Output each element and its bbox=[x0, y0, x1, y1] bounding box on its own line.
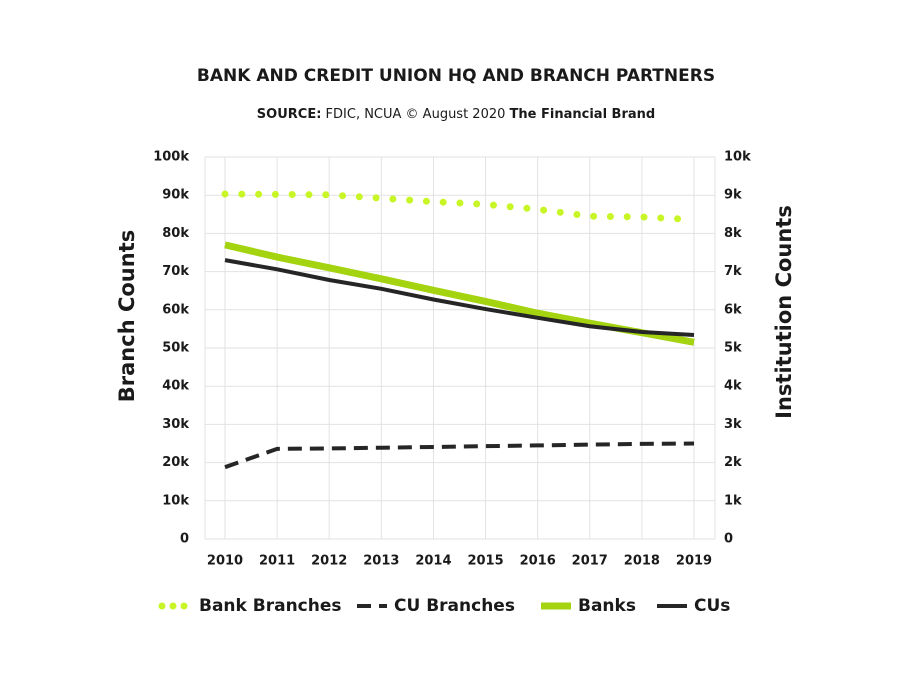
series-line bbox=[224, 241, 695, 346]
x-tick-label: 2018 bbox=[624, 554, 660, 569]
x-tick-label: 2013 bbox=[363, 554, 399, 569]
y2-tick-label: 1k bbox=[724, 493, 742, 508]
y-tick-label: 40k bbox=[162, 379, 189, 394]
y2-tick-label: 6k bbox=[724, 302, 742, 317]
y-tick-label: 90k bbox=[162, 188, 189, 203]
series-line bbox=[221, 190, 698, 224]
source-label: SOURCE: bbox=[257, 107, 322, 122]
x-tick-label: 2014 bbox=[415, 554, 451, 569]
legend-label: Banks bbox=[578, 596, 636, 616]
y2-tick-label: 3k bbox=[724, 417, 742, 432]
legend-label: CU Branches bbox=[394, 596, 515, 616]
y-tick-label: 10k bbox=[162, 493, 189, 508]
x-tick-label: 2019 bbox=[676, 554, 712, 569]
y-tick-label: 20k bbox=[162, 455, 189, 470]
y2-tick-label: 5k bbox=[724, 341, 742, 356]
y-tick-label: 60k bbox=[162, 302, 189, 317]
y2-tick-label: 7k bbox=[724, 264, 742, 279]
y2-axis-label: Institution Counts bbox=[772, 205, 796, 419]
x-tick-label: 2016 bbox=[520, 554, 556, 569]
source-brand: The Financial Brand bbox=[510, 107, 656, 122]
y2-tick-label: 2k bbox=[724, 455, 742, 470]
y-tick-label: 100k bbox=[153, 150, 189, 165]
chart-title: BANK AND CREDIT UNION HQ AND BRANCH PART… bbox=[197, 66, 715, 86]
legend-label: Bank Branches bbox=[199, 596, 342, 616]
x-tick-label: 2012 bbox=[311, 554, 347, 569]
legend-label: CUs bbox=[694, 596, 730, 616]
y-tick-label: 80k bbox=[162, 226, 189, 241]
source-text: FDIC, NCUA © August 2020 bbox=[326, 107, 506, 122]
series-line bbox=[224, 258, 695, 338]
y-tick-label: 30k bbox=[162, 417, 189, 432]
series-line bbox=[224, 441, 695, 470]
x-tick-label: 2017 bbox=[572, 554, 608, 569]
y2-tick-label: 10k bbox=[724, 150, 751, 165]
x-tick-label: 2011 bbox=[259, 554, 295, 569]
x-tick-label: 2010 bbox=[207, 554, 243, 569]
y2-tick-label: 8k bbox=[724, 226, 742, 241]
y2-tick-label: 4k bbox=[724, 379, 742, 394]
y-tick-label: 70k bbox=[162, 264, 189, 279]
y-tick-label: 0 bbox=[180, 532, 189, 547]
y-tick-label: 50k bbox=[162, 341, 189, 356]
chart-source: SOURCE: FDIC, NCUA © August 2020 The Fin… bbox=[257, 107, 655, 122]
y2-tick-label: 9k bbox=[724, 188, 742, 203]
y2-tick-label: 0 bbox=[724, 532, 733, 547]
x-tick-label: 2015 bbox=[467, 554, 503, 569]
y-axis-label: Branch Counts bbox=[115, 230, 139, 402]
